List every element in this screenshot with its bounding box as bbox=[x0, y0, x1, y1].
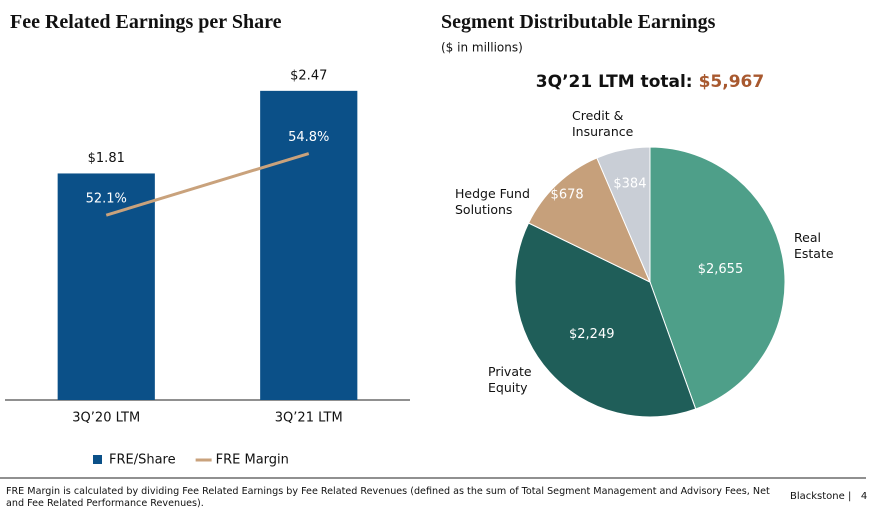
footnote: FRE Margin is calculated by dividing Fee… bbox=[6, 486, 770, 509]
pie-slice bbox=[649, 146, 786, 410]
legend-swatch bbox=[93, 455, 102, 464]
bar-value-label: $2.47 bbox=[290, 68, 327, 83]
slice-value-label: $2,249 bbox=[569, 327, 615, 342]
x-tick-label: 3Q’20 LTM bbox=[72, 411, 140, 426]
bar bbox=[260, 90, 358, 400]
total-label: 3Q’21 LTM total: bbox=[536, 72, 693, 92]
bar bbox=[57, 173, 155, 400]
pie-slice bbox=[527, 157, 651, 284]
total-value: $5,967 bbox=[699, 72, 765, 92]
footer-brand: Blackstone | 4 bbox=[790, 491, 868, 502]
slice-category-label: Credit & Insurance bbox=[572, 108, 634, 139]
x-tick-label: 3Q’21 LTM bbox=[275, 411, 343, 426]
line-series bbox=[105, 152, 310, 217]
legend-label: FRE Margin bbox=[216, 453, 289, 468]
slice-category-label: Real Estate bbox=[794, 230, 834, 261]
line-value-label: 52.1% bbox=[86, 192, 127, 207]
pie-chart-title: Segment Distributable Earnings bbox=[441, 11, 716, 33]
brand: Blackstone bbox=[790, 491, 845, 502]
page-number: 4 bbox=[860, 491, 868, 502]
pie-slice bbox=[596, 146, 651, 283]
pie-subtitle: ($ in millions) bbox=[441, 41, 523, 55]
legend-label: FRE/Share bbox=[109, 453, 176, 468]
slice-category-label: Private Equity bbox=[488, 364, 532, 395]
line-value-label: 54.8% bbox=[288, 130, 329, 145]
bar-chart-title: Fee Related Earnings per Share bbox=[10, 11, 282, 33]
bar-value-label: $1.81 bbox=[88, 151, 125, 166]
slice-value-label: $2,655 bbox=[698, 262, 744, 277]
slice-value-label: $678 bbox=[551, 188, 584, 203]
slice-value-label: $384 bbox=[613, 177, 646, 192]
pie-slice bbox=[514, 222, 697, 418]
slice-category-label: Hedge Fund Solutions bbox=[455, 186, 530, 217]
